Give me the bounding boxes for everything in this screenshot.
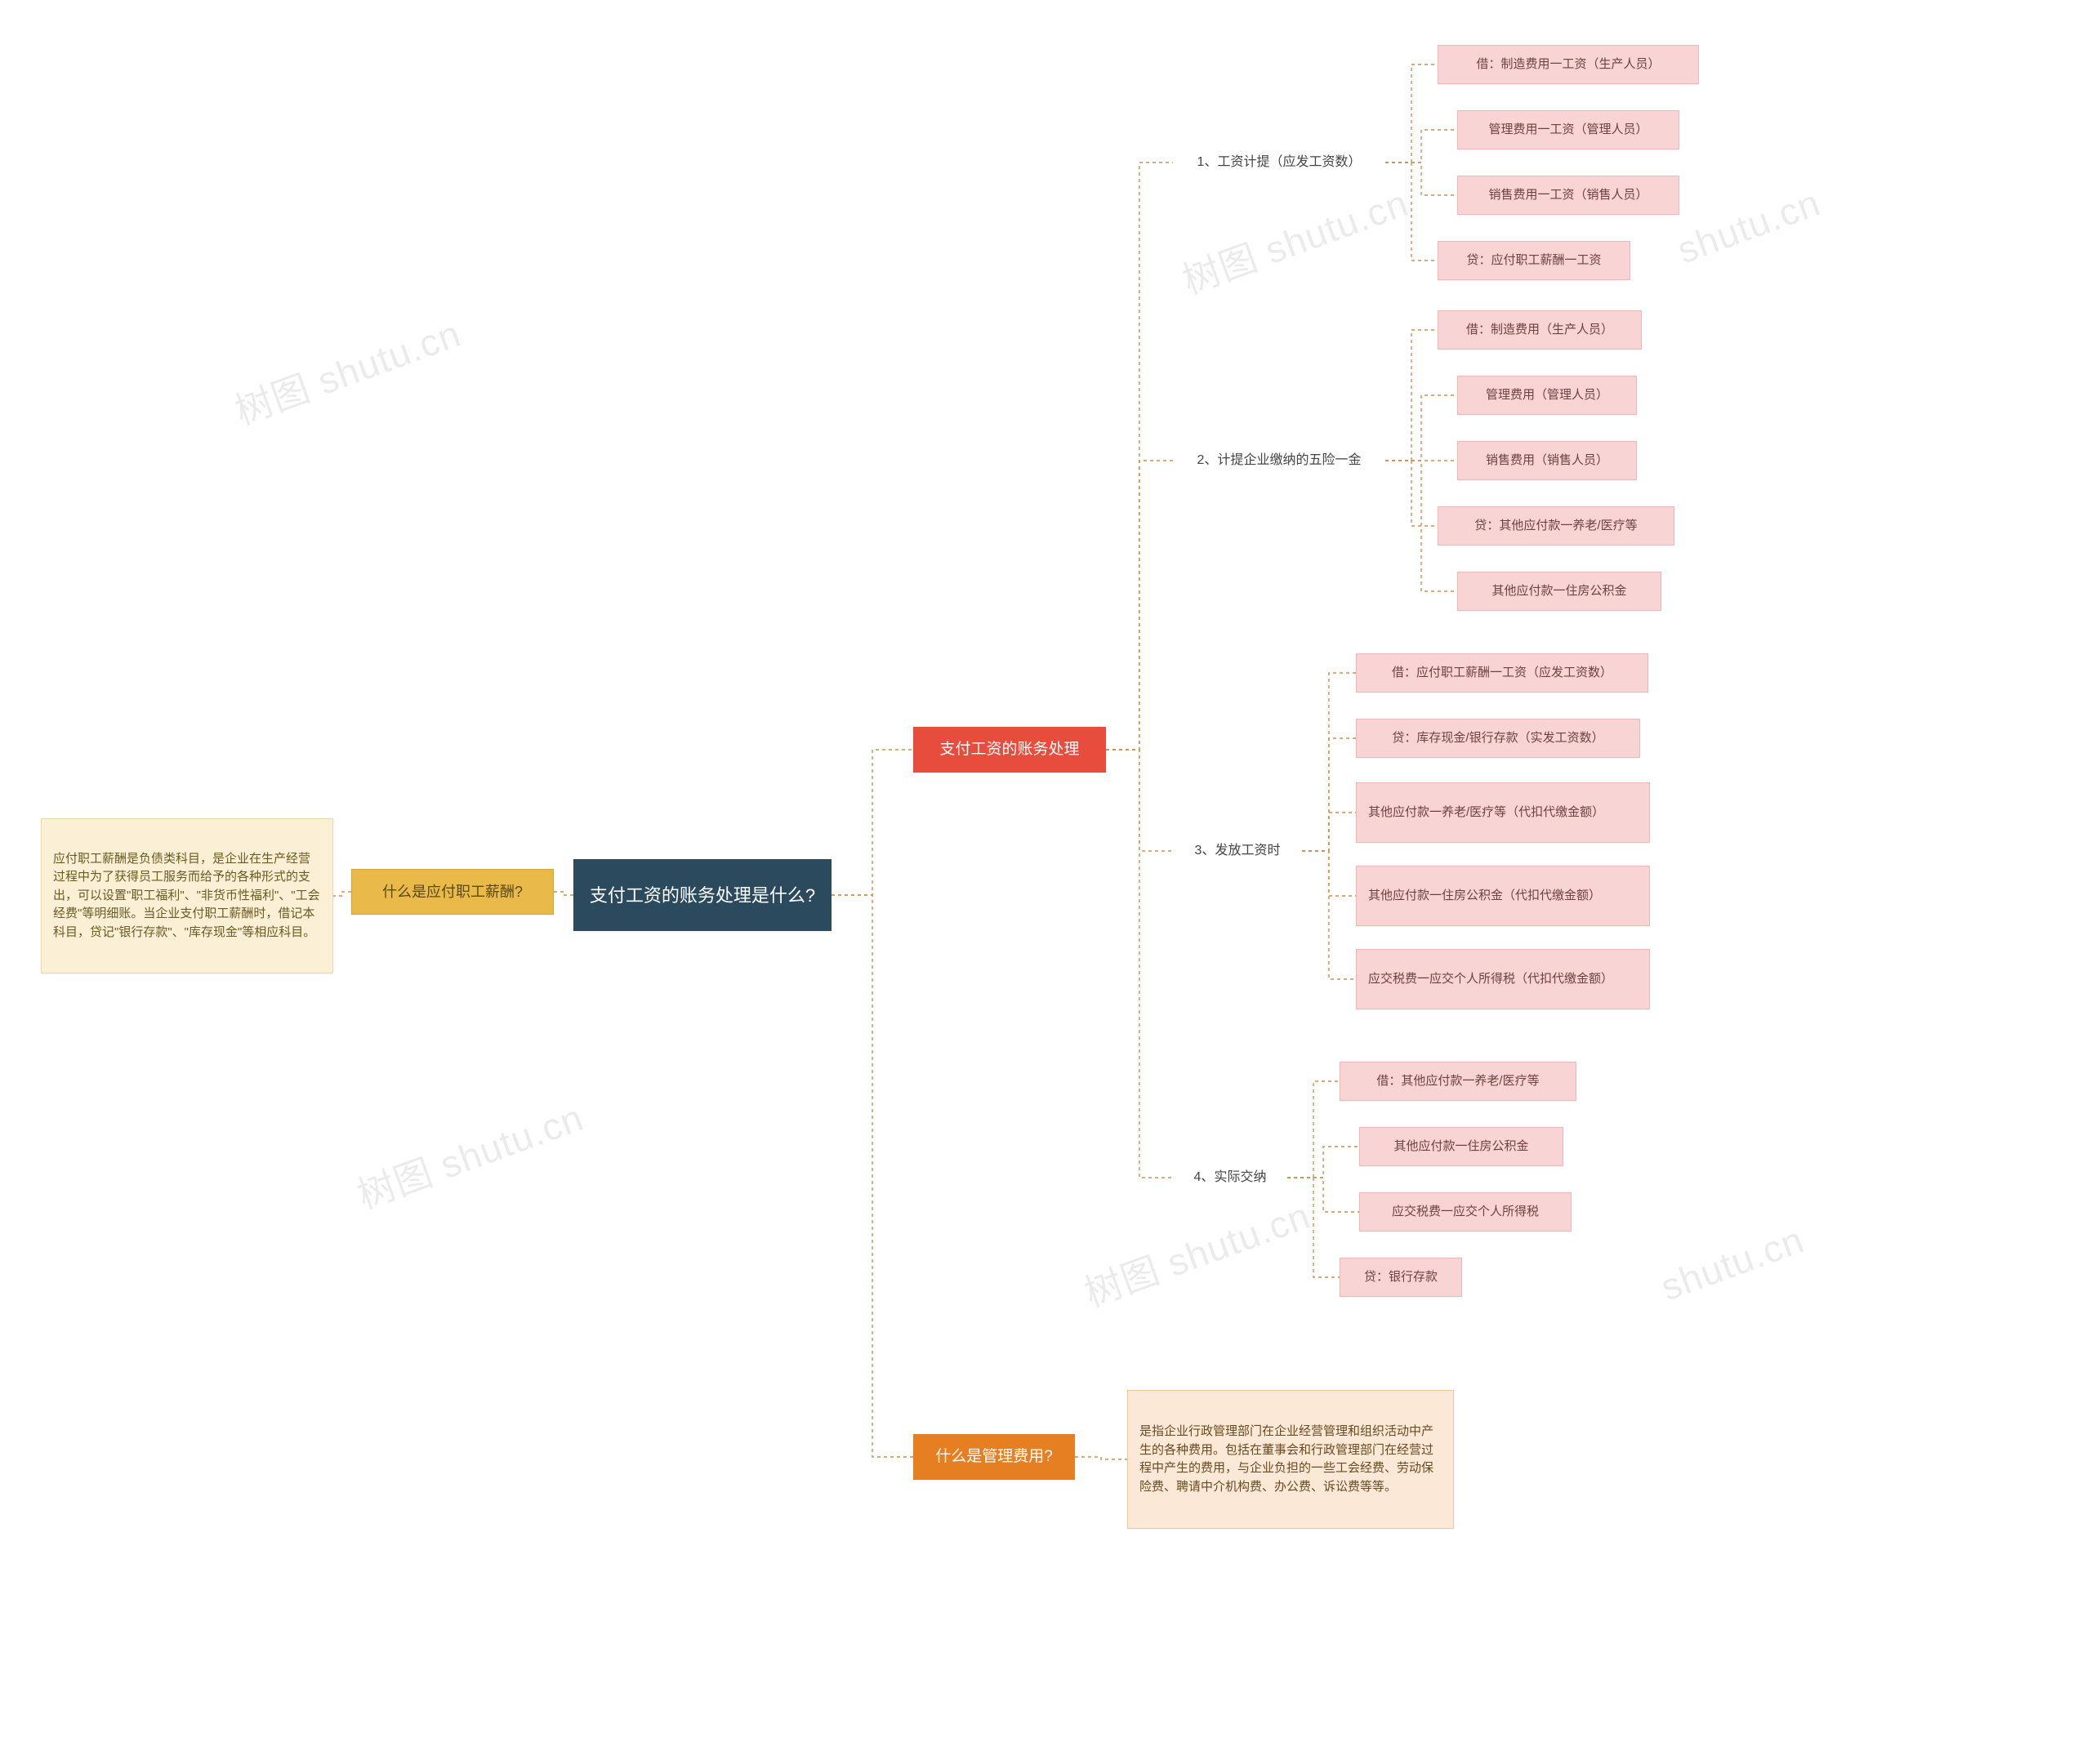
mindmap-node: 其他应付款一住房公积金（代扣代缴金额）	[1356, 866, 1650, 926]
mindmap-node: 管理费用一工资（管理人员）	[1457, 110, 1679, 149]
mindmap-node: 贷：其他应付款一养老/医疗等	[1438, 506, 1674, 546]
mindmap-node: 借：其他应付款一养老/医疗等	[1340, 1062, 1576, 1101]
group-label: 4、实际交纳	[1173, 1158, 1287, 1197]
mindmap-node: 借：制造费用一工资（生产人员）	[1438, 45, 1699, 84]
group-label: 3、发放工资时	[1173, 831, 1302, 871]
watermark: 树图 shutu.cn	[226, 304, 467, 435]
mindmap-node: 应交税费一应交个人所得税（代扣代缴金额）	[1356, 949, 1650, 1009]
mindmap-node: 其他应付款一住房公积金	[1457, 572, 1661, 611]
mindmap-node: 贷：应付职工薪酬一工资	[1438, 241, 1630, 280]
mindmap-node: 什么是管理费用?	[913, 1434, 1075, 1480]
watermark: shutu.cn	[1671, 180, 1826, 273]
mindmap-node: 是指企业行政管理部门在企业经营管理和组织活动中产生的各种费用。包括在董事会和行政…	[1127, 1390, 1454, 1529]
mindmap-node: 应付职工薪酬是负债类科目，是企业在生产经营过程中为了获得员工服务而给予的各种形式…	[41, 818, 333, 973]
mindmap-node: 借：制造费用（生产人员）	[1438, 310, 1642, 350]
mindmap-node: 销售费用（销售人员）	[1457, 441, 1637, 480]
mindmap-node: 贷：库存现金/银行存款（实发工资数）	[1356, 719, 1640, 758]
group-label: 1、工资计提（应发工资数）	[1173, 143, 1385, 182]
mindmap-node: 管理费用（管理人员）	[1457, 376, 1637, 415]
mindmap-node: 支付工资的账务处理是什么?	[573, 859, 831, 931]
watermark: 树图 shutu.cn	[349, 1088, 590, 1219]
mindmap-node: 贷：银行存款	[1340, 1258, 1462, 1297]
group-label: 2、计提企业缴纳的五险一金	[1173, 441, 1385, 480]
mindmap-node: 借：应付职工薪酬一工资（应发工资数）	[1356, 653, 1648, 693]
watermark: shutu.cn	[1655, 1218, 1809, 1310]
mindmap-node: 其他应付款一养老/医疗等（代扣代缴金额）	[1356, 782, 1650, 843]
mindmap-node: 什么是应付职工薪酬?	[351, 869, 554, 915]
watermark: 树图 shutu.cn	[1076, 1186, 1317, 1317]
mindmap-node: 其他应付款一住房公积金	[1359, 1127, 1563, 1166]
watermark: 树图 shutu.cn	[1174, 173, 1415, 305]
mindmap-node: 支付工资的账务处理	[913, 727, 1106, 773]
mindmap-node: 销售费用一工资（销售人员）	[1457, 176, 1679, 215]
mindmap-node: 应交税费一应交个人所得税	[1359, 1192, 1572, 1232]
